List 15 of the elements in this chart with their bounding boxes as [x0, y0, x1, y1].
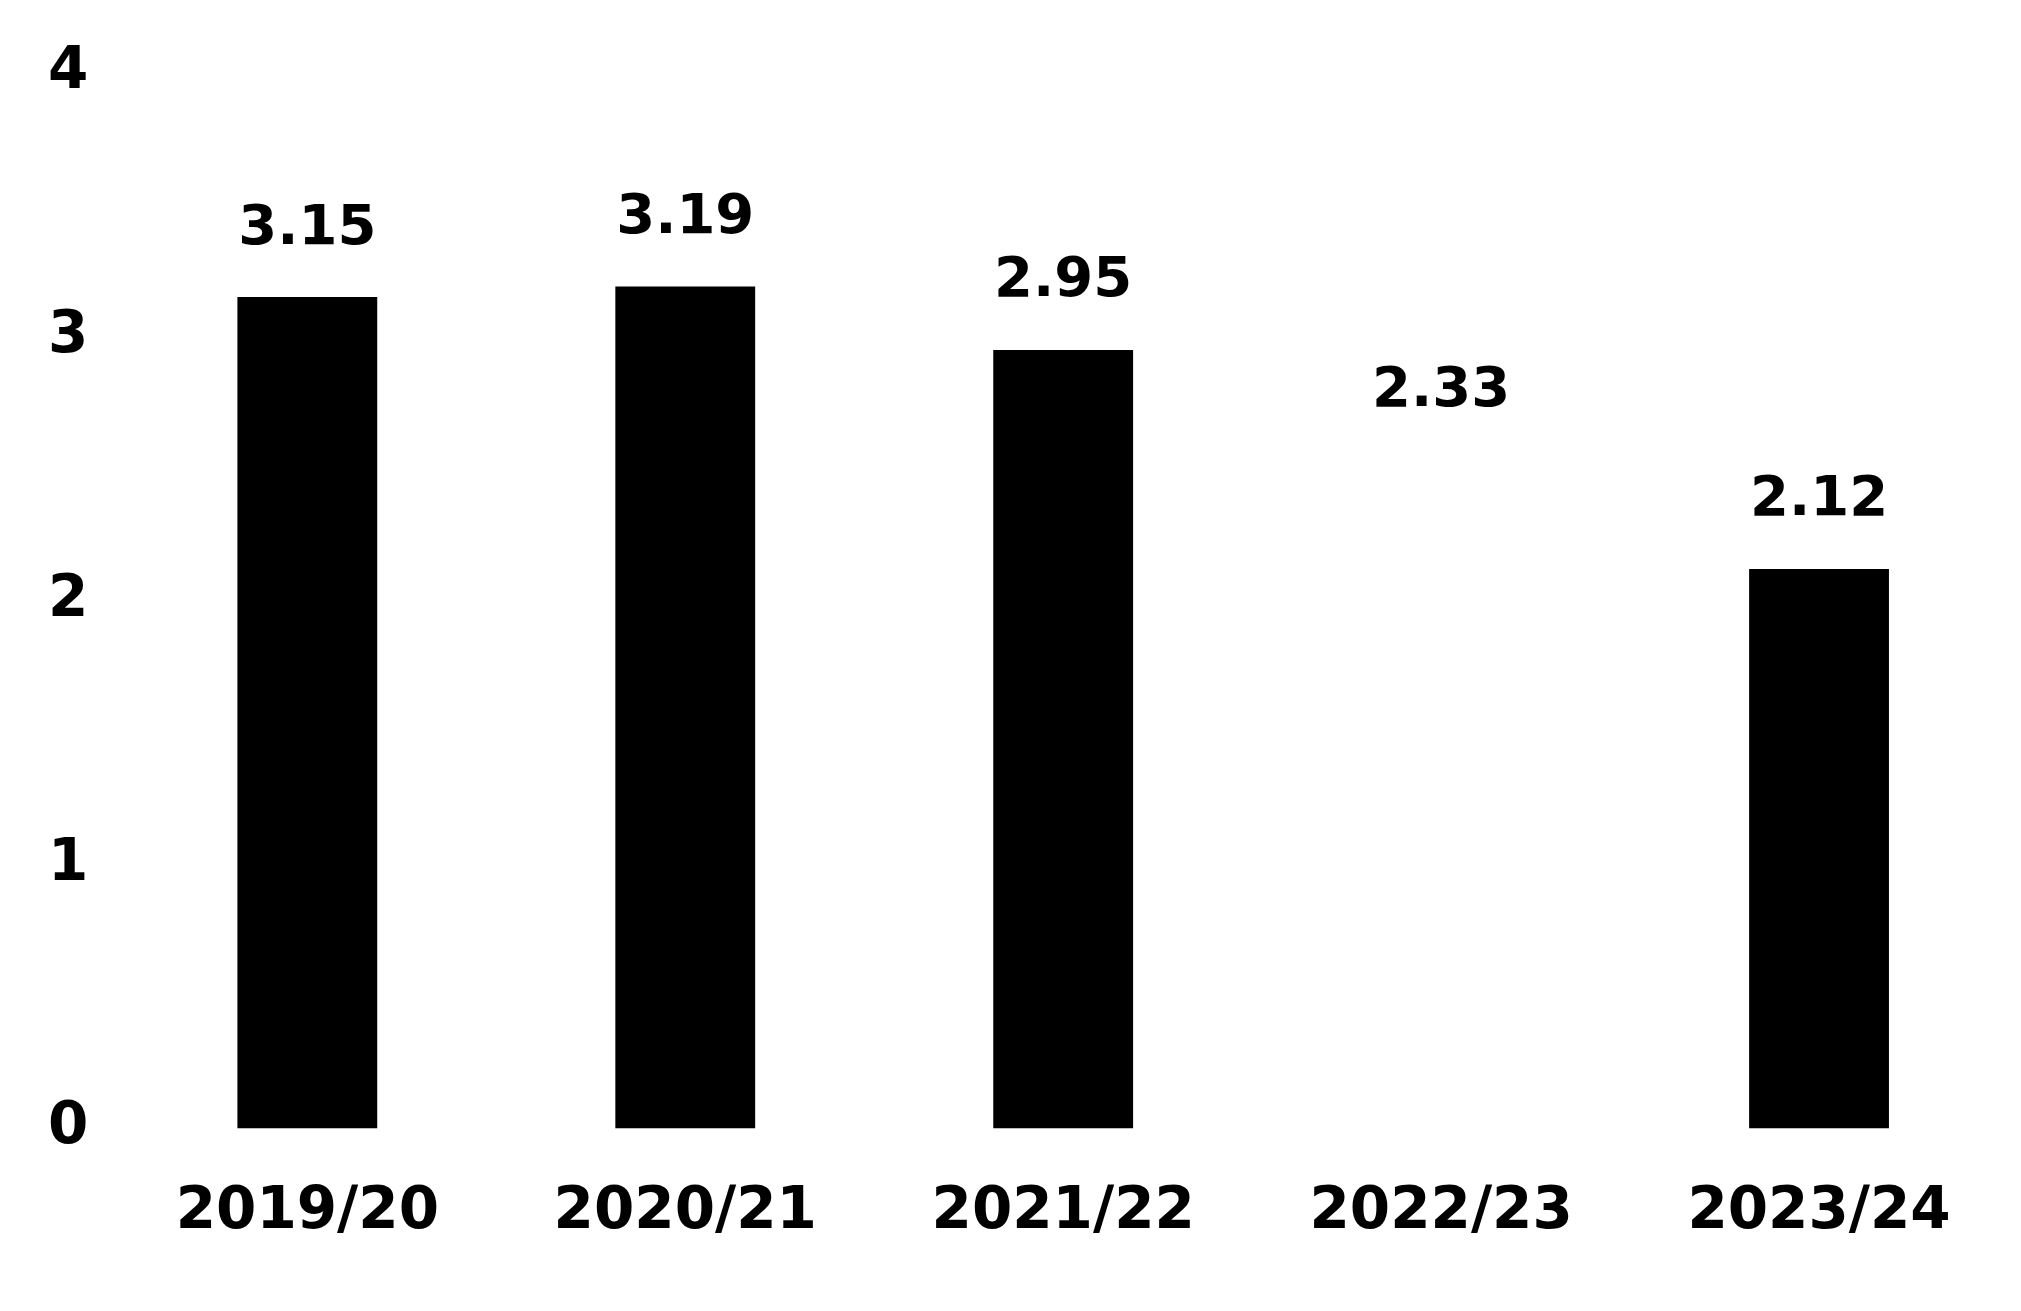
x-tick-label: 2022/23	[1309, 1174, 1573, 1243]
data-label: 2.12	[1749, 463, 1889, 529]
x-tick-label: 2023/24	[1687, 1174, 1951, 1243]
data-label: 2.95	[994, 244, 1133, 310]
data-label: 3.15	[238, 191, 377, 257]
x-tick-label: 2021/22	[931, 1174, 1195, 1243]
annotation: 2.33	[1372, 353, 1511, 419]
y-tick-label: 4	[48, 33, 89, 102]
y-tick-label: 3	[48, 297, 89, 366]
x-tick-label: 2019/20	[175, 1174, 439, 1243]
x-tick-label: 2020/21	[553, 1174, 817, 1243]
data-label: 3.19	[616, 181, 755, 247]
y-tick-label: 2	[48, 561, 89, 630]
y-tick-label: 1	[48, 825, 89, 894]
y-tick-label: 0	[48, 1089, 89, 1158]
